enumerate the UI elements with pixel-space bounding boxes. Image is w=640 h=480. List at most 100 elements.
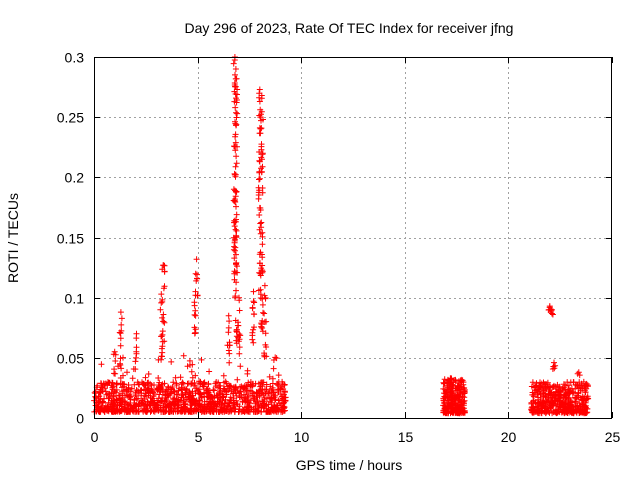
data-point <box>100 407 107 414</box>
data-point <box>258 92 265 99</box>
x-tick-label: 15 <box>398 429 414 445</box>
data-point <box>579 393 586 400</box>
data-point <box>161 380 168 387</box>
data-point <box>453 402 460 409</box>
data-point <box>232 406 239 413</box>
y-tick-label: 0.1 <box>65 291 85 307</box>
data-point <box>170 401 177 408</box>
data-point <box>186 407 193 414</box>
data-point <box>195 388 202 395</box>
data-point <box>256 86 263 93</box>
data-point <box>259 150 266 157</box>
data-point <box>258 146 265 153</box>
data-point <box>217 406 224 413</box>
data-point <box>172 398 179 405</box>
data-point <box>145 371 152 377</box>
data-point <box>117 355 124 362</box>
data-point <box>158 291 165 298</box>
data-point <box>249 332 256 339</box>
data-point <box>118 321 125 328</box>
data-point <box>256 175 263 182</box>
data-point <box>455 394 462 401</box>
data-point <box>456 396 463 403</box>
data-point <box>254 408 261 415</box>
data-point <box>266 373 273 380</box>
data-point <box>160 311 167 318</box>
data-point <box>564 405 570 412</box>
data-point <box>163 388 170 395</box>
data-point <box>161 319 168 326</box>
data-point <box>258 404 265 410</box>
data-point <box>254 390 261 397</box>
data-point <box>194 271 200 278</box>
data-point <box>558 409 565 416</box>
data-point <box>233 327 240 334</box>
data-point <box>259 163 266 170</box>
data-point <box>256 98 263 105</box>
data-point <box>191 299 198 306</box>
data-point <box>244 407 251 413</box>
data-point <box>233 234 240 241</box>
data-point <box>159 349 166 356</box>
data-point <box>160 318 167 325</box>
data-point <box>133 407 140 414</box>
data-point <box>575 394 582 401</box>
data-point <box>165 384 172 391</box>
data-point <box>233 337 240 344</box>
data-point <box>258 251 265 258</box>
data-point <box>161 268 168 275</box>
data-point <box>272 354 279 361</box>
data-point <box>177 397 184 404</box>
data-point <box>242 399 249 406</box>
data-point <box>456 386 463 393</box>
y-tick-label: 0.05 <box>57 351 84 367</box>
data-point <box>225 347 232 354</box>
data-point <box>543 394 550 401</box>
data-point <box>183 386 190 393</box>
data-point <box>262 330 269 337</box>
data-point <box>117 380 124 387</box>
data-point <box>281 399 288 406</box>
data-point <box>120 372 126 379</box>
data-point <box>233 75 240 82</box>
x-tick-label: 25 <box>605 429 621 445</box>
data-point <box>259 301 266 308</box>
data-point <box>454 407 461 414</box>
data-point <box>258 108 265 115</box>
data-point <box>260 400 267 407</box>
data-point <box>95 395 102 402</box>
data-point <box>550 363 557 370</box>
data-point <box>129 375 136 382</box>
data-point <box>151 382 157 388</box>
data-point <box>194 292 201 299</box>
data-point <box>197 403 204 410</box>
data-point <box>258 141 265 148</box>
data-point <box>112 358 119 364</box>
data-point <box>255 401 262 408</box>
data-point <box>232 187 238 194</box>
data-point <box>245 408 252 415</box>
data-point <box>133 330 140 337</box>
data-point <box>461 388 468 395</box>
data-point <box>220 372 227 379</box>
data-point <box>545 408 552 415</box>
axis-ticks: 0 5 10 15 20 25 0 0.05 0.1 0.15 0.2 0.25 0.3 <box>57 50 621 446</box>
data-point <box>249 305 256 312</box>
data-point <box>111 370 117 377</box>
data-point <box>142 374 149 381</box>
x-tick-label: 0 <box>91 429 99 445</box>
data-point <box>198 356 205 363</box>
data-point <box>258 117 264 124</box>
data-point <box>207 398 214 405</box>
data-point <box>173 391 180 398</box>
data-point <box>246 400 253 407</box>
data-point <box>261 403 268 410</box>
data-point <box>236 294 242 301</box>
data-point <box>233 99 240 106</box>
data-point <box>192 372 199 379</box>
data-point <box>210 386 217 393</box>
data-point <box>192 270 199 277</box>
data-point <box>158 353 165 360</box>
data-point <box>226 318 233 325</box>
data-point <box>172 408 179 415</box>
